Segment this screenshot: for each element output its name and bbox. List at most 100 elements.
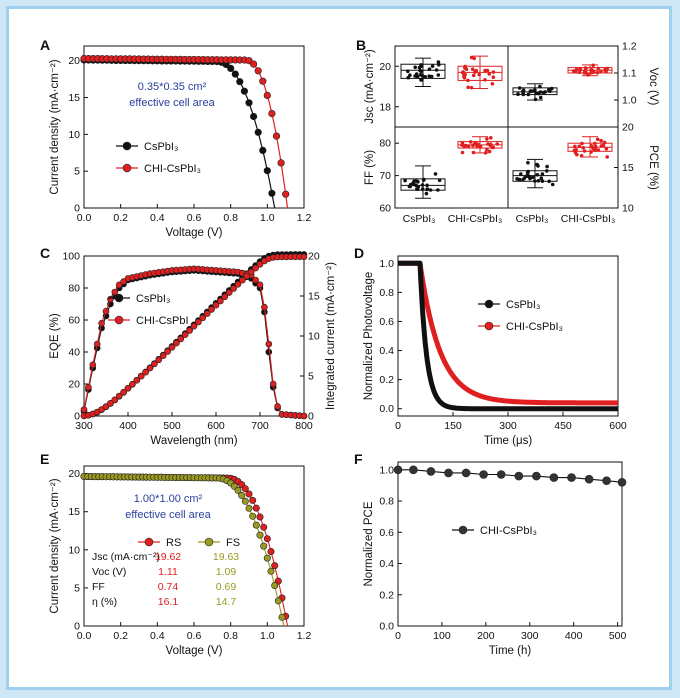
data-point bbox=[300, 412, 308, 420]
x-tick-label: 150 bbox=[444, 420, 462, 432]
data-point bbox=[589, 68, 593, 72]
data-point bbox=[93, 340, 101, 348]
data-point bbox=[472, 56, 477, 61]
y-axis-label: Integrated current (mA·cm⁻²) bbox=[325, 262, 337, 410]
data-point bbox=[536, 179, 541, 183]
table-row-label: Voc (V) bbox=[92, 566, 126, 578]
x-tick-label: 0.2 bbox=[113, 630, 128, 642]
data-point bbox=[525, 170, 530, 175]
data-point bbox=[120, 278, 127, 285]
data-point bbox=[540, 179, 545, 183]
y-tick-label: 100 bbox=[62, 251, 80, 263]
data-point bbox=[521, 177, 525, 182]
data-point bbox=[249, 496, 257, 504]
y-tick-label: 10 bbox=[68, 544, 80, 556]
plot-frame bbox=[83, 45, 305, 209]
x-tick-label: 0.6 bbox=[187, 212, 202, 224]
data-point bbox=[545, 169, 549, 173]
data-point bbox=[599, 144, 604, 148]
y-tick-label: 15 bbox=[622, 162, 634, 174]
plot-frame bbox=[397, 461, 623, 627]
data-point bbox=[487, 149, 492, 154]
legend-marker bbox=[144, 537, 154, 547]
panel-E: 0.0 0.2 0.4 0.6 0.8 1.0 1.2 0 5 10 15 20 Voltage (V)… bbox=[40, 451, 311, 657]
x-axis-label: Time (h) bbox=[489, 645, 532, 657]
data-point bbox=[430, 64, 435, 68]
data-point bbox=[107, 295, 114, 303]
data-point bbox=[550, 182, 555, 187]
y2-tick-label: 15 bbox=[308, 291, 320, 303]
data-point bbox=[208, 306, 215, 313]
data-point bbox=[485, 137, 489, 141]
data-point bbox=[593, 147, 598, 152]
x-tick-label: 400 bbox=[119, 420, 137, 432]
data-point bbox=[470, 67, 475, 71]
data-point bbox=[489, 136, 493, 140]
data-point bbox=[146, 364, 154, 372]
data-point bbox=[234, 280, 242, 288]
data-point bbox=[567, 473, 576, 482]
x-axis-label: Wavelength (nm) bbox=[150, 435, 237, 447]
data-point bbox=[89, 361, 97, 369]
data-point bbox=[434, 68, 439, 72]
data-point bbox=[519, 172, 523, 176]
data-point bbox=[595, 137, 600, 142]
data-point bbox=[408, 184, 413, 189]
category-label: CHI-CsPbI₃ bbox=[561, 213, 615, 225]
data-point bbox=[436, 73, 441, 77]
data-point bbox=[269, 380, 277, 388]
data-point bbox=[486, 142, 490, 146]
data-point bbox=[256, 260, 264, 268]
x-tick-label: 600 bbox=[207, 420, 225, 432]
data-point bbox=[412, 179, 416, 184]
data-point bbox=[572, 69, 576, 73]
data-point bbox=[526, 160, 530, 165]
panel-A: 0.0 0.2 0.4 0.6 0.8 1.0 1.2 0 5 10 15 20 Voltage (V)… bbox=[40, 37, 311, 239]
y2-tick-label: 20 bbox=[308, 251, 320, 263]
y-tick-label: 0.6 bbox=[379, 316, 394, 328]
data-point bbox=[466, 85, 470, 90]
data-point bbox=[521, 89, 525, 94]
data-point bbox=[517, 86, 522, 90]
data-point bbox=[300, 253, 308, 261]
data-point bbox=[282, 190, 290, 198]
data-point bbox=[252, 276, 259, 284]
data-point bbox=[115, 281, 123, 289]
x-tick-label: 500 bbox=[609, 630, 627, 642]
data-point bbox=[271, 581, 279, 589]
x-tick-label: 0 bbox=[395, 630, 401, 642]
data-point bbox=[463, 66, 467, 70]
data-point bbox=[575, 152, 579, 157]
legend-marker bbox=[204, 537, 214, 547]
y-tick-label: 15 bbox=[68, 92, 80, 104]
x-tick-label: 1.2 bbox=[297, 212, 312, 224]
data-point bbox=[471, 150, 476, 155]
data-point bbox=[256, 281, 264, 289]
x-tick-label: 200 bbox=[477, 630, 495, 642]
panel-C: 300 400 500 600 700 80002040608010005101520Wa… bbox=[40, 245, 337, 447]
panel-label: A bbox=[40, 37, 50, 53]
data-point bbox=[406, 69, 410, 74]
data-point bbox=[406, 75, 411, 80]
data-point bbox=[418, 68, 422, 73]
data-point bbox=[133, 376, 141, 384]
data-point bbox=[531, 175, 535, 180]
box bbox=[457, 65, 503, 81]
data-point bbox=[596, 66, 600, 71]
y-tick-label: 0.4 bbox=[379, 345, 394, 357]
legend-marker bbox=[114, 315, 124, 325]
data-point bbox=[526, 92, 531, 97]
data-point bbox=[580, 141, 584, 146]
x-tick-label: 0.8 bbox=[223, 630, 238, 642]
data-point bbox=[605, 66, 609, 71]
y-tick-label: 1.0 bbox=[622, 95, 637, 107]
data-point bbox=[227, 64, 235, 72]
y-axis-label: Normalized Photovoltage bbox=[363, 272, 375, 401]
y-tick-label: 0 bbox=[74, 621, 80, 633]
y-tick-label: 60 bbox=[68, 315, 80, 327]
legend-label: FS bbox=[226, 537, 240, 549]
data-point bbox=[186, 327, 193, 334]
data-point bbox=[538, 84, 542, 89]
table-row-label: η (%) bbox=[92, 596, 117, 608]
data-point bbox=[540, 172, 545, 176]
